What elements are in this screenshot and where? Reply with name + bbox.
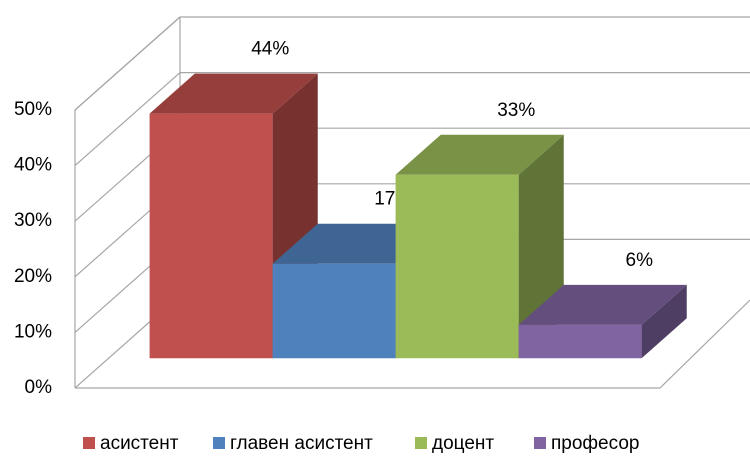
legend-swatch [415,437,427,449]
bar [272,263,396,359]
legend-swatch [83,437,95,449]
data-label: 44% [251,39,289,60]
bar-top [149,73,318,114]
y-tick-label: 50% [14,99,52,120]
legend-label: доцент [432,433,494,454]
y-tick-label: 20% [14,266,52,287]
grid-line [74,16,750,111]
data-label: 33% [497,100,535,121]
legend-label: главен асистент [230,433,373,454]
y-tick-label: 30% [14,210,52,231]
legend-swatch [534,437,546,449]
floor-edge [75,299,750,389]
bar-top [395,134,564,175]
data-label: 6% [626,250,654,271]
legend-label: професор [551,433,639,454]
legend-swatch [213,437,225,449]
bar [518,324,642,359]
y-tick-label: 40% [14,155,52,176]
bar [395,174,519,359]
legend-label: асистент [100,433,179,454]
bar-side [641,284,687,359]
bar-top [518,284,687,325]
y-tick-label: 0% [25,377,53,398]
grid-line [74,71,750,167]
y-tick-label: 10% [14,321,52,342]
bar [149,113,273,359]
